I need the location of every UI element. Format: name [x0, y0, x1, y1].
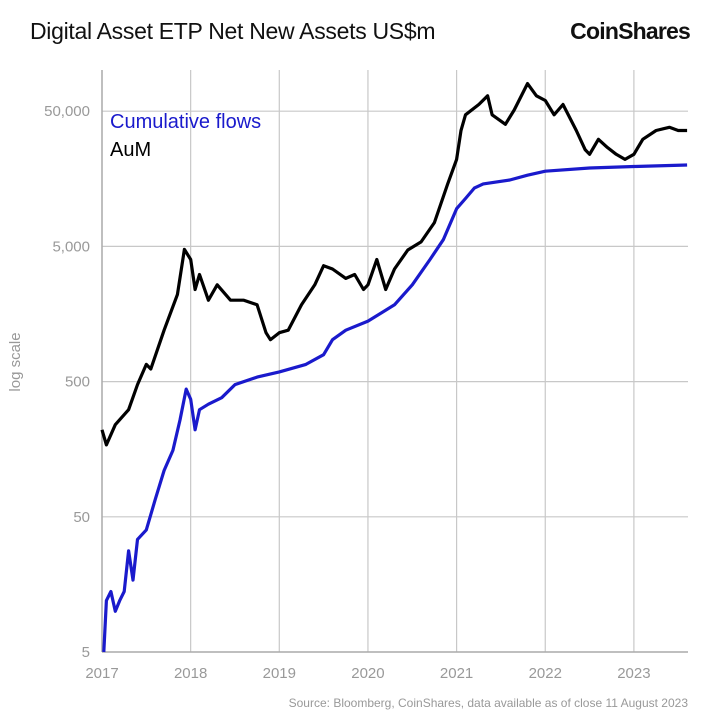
x-tick-label: 2019 — [263, 665, 296, 682]
legend-cumulative-flows: Cumulative flows — [110, 111, 261, 133]
source-note: Source: Bloomberg, CoinShares, data avai… — [288, 696, 688, 710]
x-tick-label: 2018 — [174, 665, 207, 682]
y-tick-label: 5 — [82, 644, 90, 661]
y-tick-label: 5,000 — [52, 238, 90, 255]
y-tick-label: 50,000 — [44, 103, 90, 120]
y-tick-label: 500 — [65, 374, 90, 391]
y-axis-label: log scale — [7, 332, 24, 391]
x-tick-label: 2017 — [85, 665, 118, 682]
series-line-cumulative-flows — [102, 163, 688, 653]
chart-title: Digital Asset ETP Net New Assets US$m — [30, 18, 436, 44]
x-tick-label: 2023 — [617, 665, 650, 682]
y-tick-label: 50 — [73, 509, 90, 526]
legend-aum: AuM — [110, 139, 151, 161]
coinshares-logo: CoinShares — [570, 18, 691, 44]
x-tick-label: 2022 — [529, 665, 562, 682]
x-tick-label: 2020 — [351, 665, 384, 682]
x-tick-label: 2021 — [440, 665, 473, 682]
series-line-aum — [100, 81, 688, 447]
